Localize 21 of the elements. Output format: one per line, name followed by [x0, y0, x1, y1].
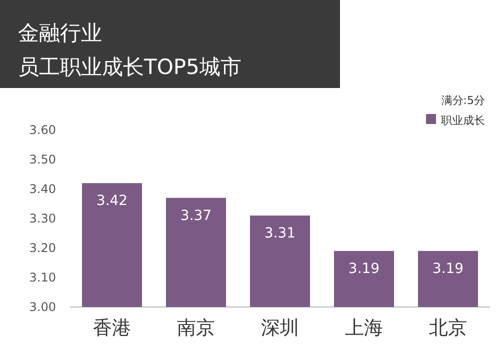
legend-label: 职业成长: [441, 114, 485, 127]
y-tick-label: 3.20: [29, 241, 56, 255]
y-tick-label: 3.10: [29, 270, 56, 284]
data-label: 3.19: [348, 260, 380, 277]
y-tick-label: 3.60: [29, 123, 56, 137]
y-tick-label: 3.30: [29, 212, 56, 226]
y-tick-label: 3.50: [29, 152, 56, 166]
chart-subtitle: 员工职业成长TOP5城市: [18, 55, 242, 79]
x-tick-label: 上海: [345, 317, 383, 339]
y-tick-label: 3.00: [29, 300, 56, 314]
x-tick-label: 南京: [177, 317, 215, 339]
data-label: 3.19: [432, 260, 464, 277]
text: 满分:5分: [441, 94, 485, 107]
chart-title: 金融行业: [18, 21, 102, 45]
x-tick-label: 深圳: [261, 317, 299, 339]
data-label: 3.42: [96, 193, 128, 210]
x-tick-label: 香港: [93, 317, 131, 339]
x-tick-label: 北京: [429, 317, 467, 339]
data-label: 3.37: [180, 208, 212, 224]
y-tick-label: 3.40: [29, 182, 56, 196]
data-label: 3.31: [264, 226, 296, 242]
